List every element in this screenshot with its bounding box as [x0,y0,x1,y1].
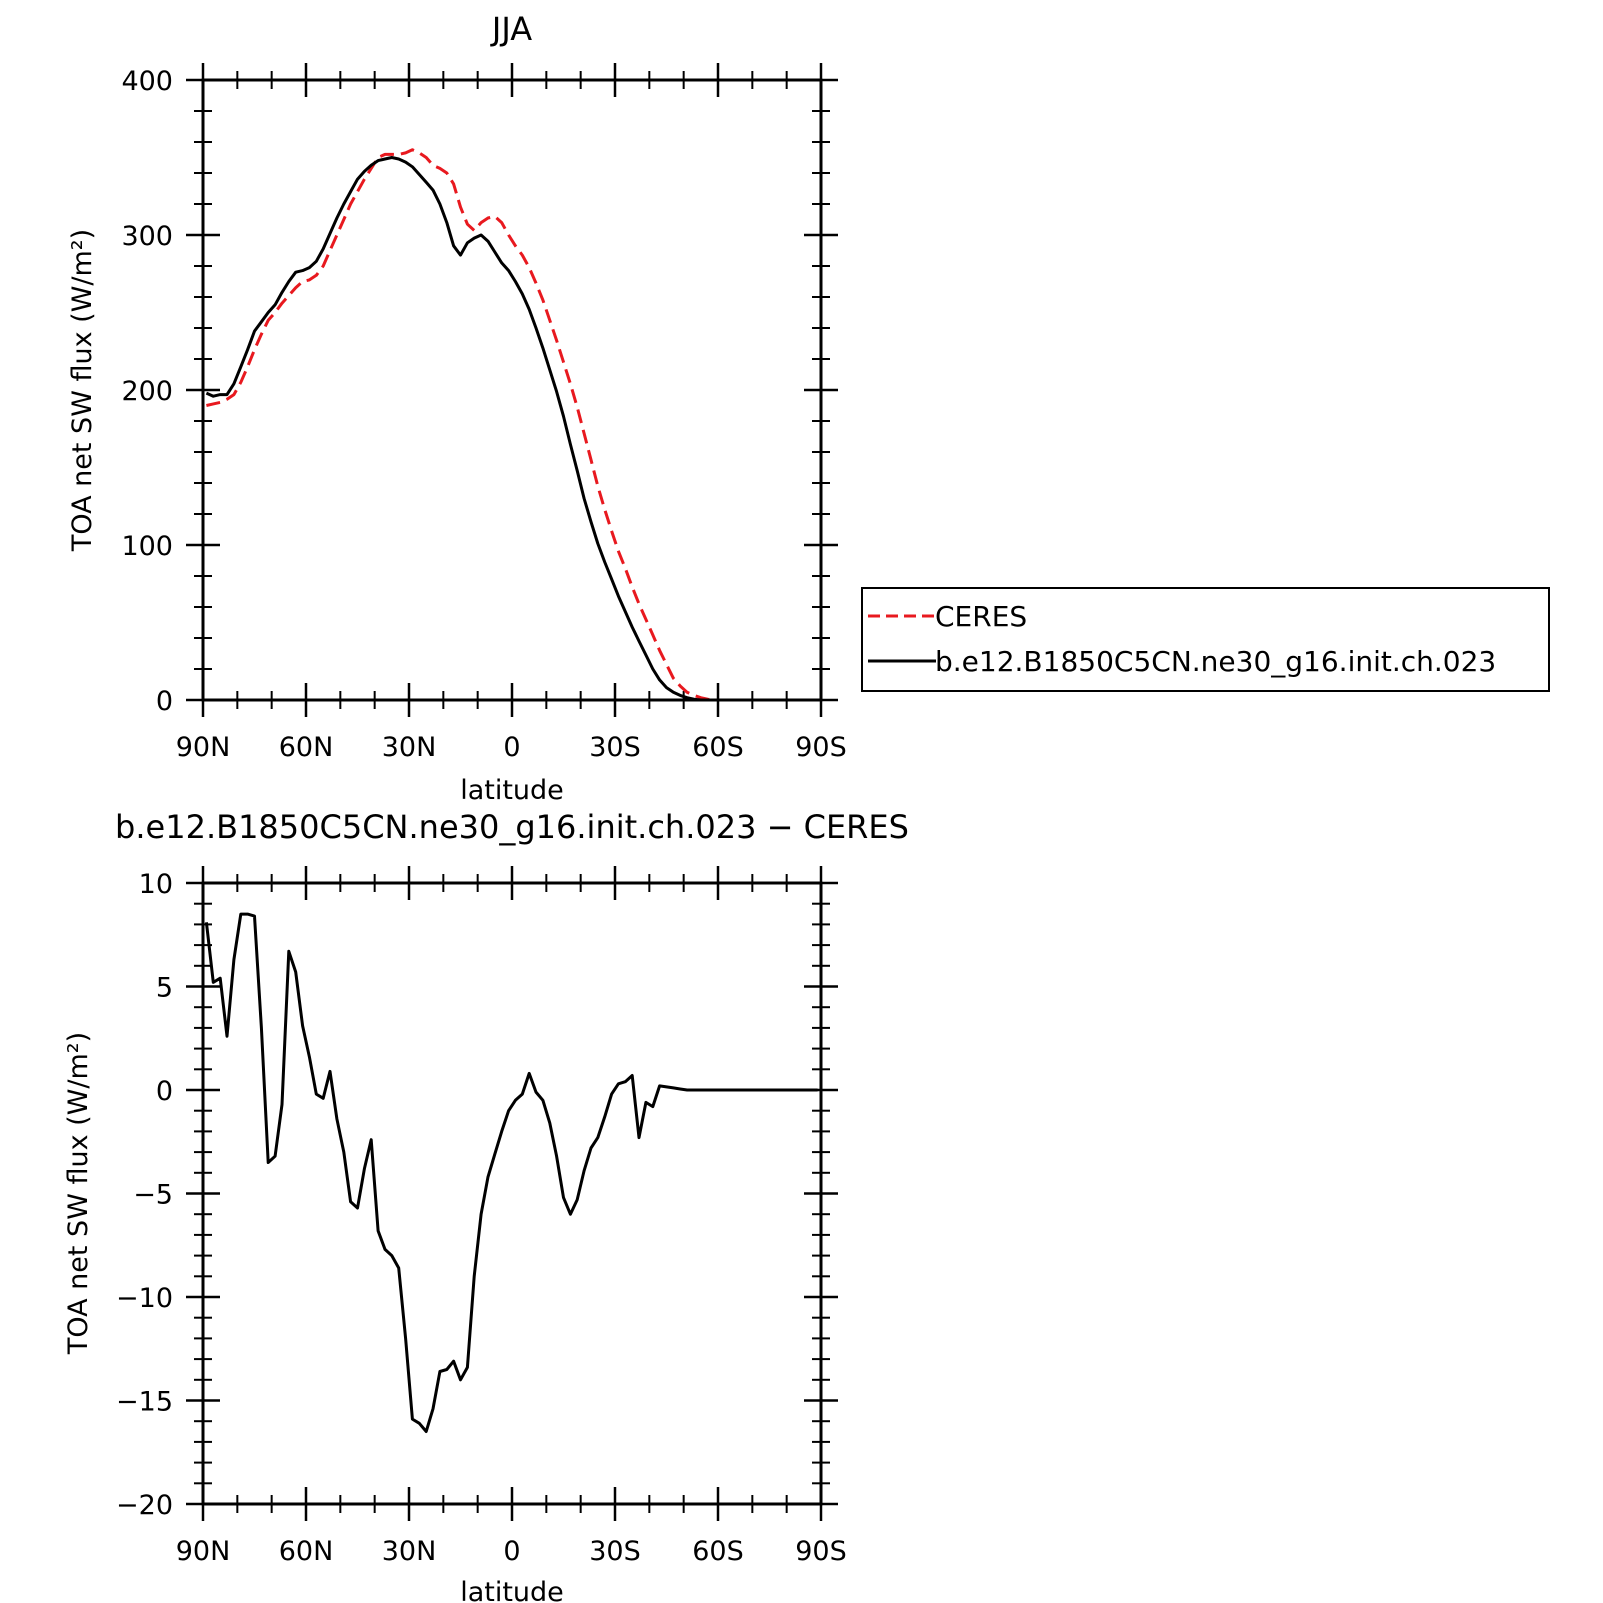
top-series-line-model [205,156,818,702]
bottom-x-tick-label: 60N [279,1536,334,1567]
bottom-chart-title: b.e12.B1850C5CN.ne30_g16.init.ch.023 − C… [115,808,909,846]
top-y-tick-label: 200 [121,376,173,407]
top-y-tick-label: 100 [121,531,173,562]
top-tick-labels: 90N 60N 30N 0 30S 60S 90S 0 100 200 300 400 [121,66,846,763]
bottom-x-tick-label: 90N [176,1536,231,1567]
bottom-y-tick-label: 5 [156,973,173,1004]
bottom-y-tick-label: −5 [133,1180,173,1211]
top-x-tick-label: 30S [589,732,641,763]
bottom-x-axis-label: latitude [460,1577,564,1603]
bottom-y-axis-label: TOA net SW flux (W/m²) [63,1032,94,1355]
legend-label-ceres: CERES [935,600,1027,633]
bottom-x-tick-label: 60S [692,1536,744,1567]
bottom-series-lines [204,912,818,1433]
bottom-y-tick-label: −15 [116,1387,173,1418]
legend: CERES b.e12.B1850C5CN.ne30_g16.init.ch.0… [861,587,1550,692]
bottom-y-tick-label: −20 [116,1490,173,1521]
bottom-panel: b.e12.B1850C5CN.ne30_g16.init.ch.023 − C… [63,808,909,1603]
bottom-x-tick-label: 0 [503,1536,520,1567]
top-series-line-ceres [206,148,818,702]
bottom-axis-ticks [186,866,838,1521]
top-x-tick-label: 60S [692,732,744,763]
bottom-x-tick-label: 30S [589,1536,641,1567]
top-y-tick-label: 300 [121,221,173,252]
top-plot-frame [201,78,823,702]
top-y-tick-label: 400 [121,66,173,97]
top-x-tick-label: 60N [279,732,334,763]
top-x-tick-label: 0 [503,732,520,763]
top-series-lines [205,148,818,702]
top-x-tick-label: 90N [176,732,231,763]
bottom-y-tick-label: 0 [156,1076,173,1107]
legend-label-model: b.e12.B1850C5CN.ne30_g16.init.ch.023 [935,645,1496,678]
top-x-tick-label: 30N [382,732,437,763]
bottom-x-tick-label: 30N [382,1536,437,1567]
top-chart-title: JJA [490,10,532,48]
top-y-axis-label: TOA net SW flux (W/m²) [67,229,98,552]
legend-box [861,587,1550,692]
bottom-tick-labels: 90N 60N 30N 0 30S 60S 90S 10 5 0 −5 −10 −15 −20 [116,869,847,1567]
bottom-y-tick-label: 10 [139,869,173,900]
bottom-x-tick-label: 90S [795,1536,847,1567]
bottom-series-line-difference [204,912,818,1433]
bottom-y-tick-label: −10 [116,1283,173,1314]
top-panel: JJA 90N 60N 30N 0 30S 60S 90S 0 100 200 300 400 lat… [67,10,847,806]
top-x-tick-label: 90S [795,732,847,763]
top-axis-ticks [186,63,838,717]
top-y-tick-label: 0 [156,686,173,717]
top-x-axis-label: latitude [460,775,564,806]
